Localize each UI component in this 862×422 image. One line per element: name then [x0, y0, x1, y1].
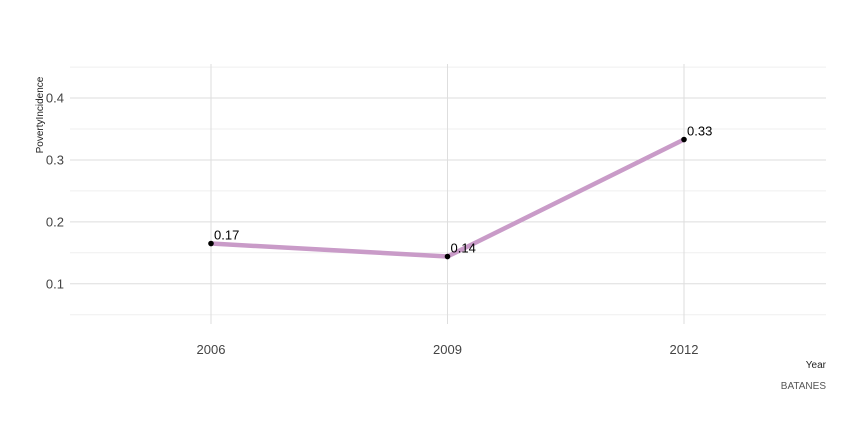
data-points: [208, 136, 687, 260]
data-label: 0.33: [687, 124, 712, 139]
y-tick-label: 0.1: [46, 276, 64, 291]
grid-lines: [70, 64, 826, 324]
data-label: 0.14: [451, 241, 476, 256]
x-tick-labels: 2006 2009 2012: [197, 342, 699, 357]
x-tick-label: 2012: [670, 342, 699, 357]
x-tick-label: 2006: [197, 342, 226, 357]
y-tick-label: 0.3: [46, 152, 64, 167]
x-tick-label: 2009: [433, 342, 462, 357]
data-point: [208, 240, 214, 247]
y-axis-title: PovertyIncidence: [35, 76, 46, 153]
data-labels: 0.17 0.14 0.33: [214, 124, 712, 256]
data-point: [444, 253, 451, 260]
y-tick-label: 0.4: [46, 91, 64, 106]
y-tick-labels: 0.1 0.2 0.3 0.4: [46, 91, 64, 292]
data-label: 0.17: [214, 228, 239, 243]
x-axis-title: Year: [806, 360, 827, 371]
data-point: [681, 136, 687, 143]
y-tick-label: 0.2: [46, 214, 64, 229]
chart-caption: BATANES: [781, 381, 827, 392]
